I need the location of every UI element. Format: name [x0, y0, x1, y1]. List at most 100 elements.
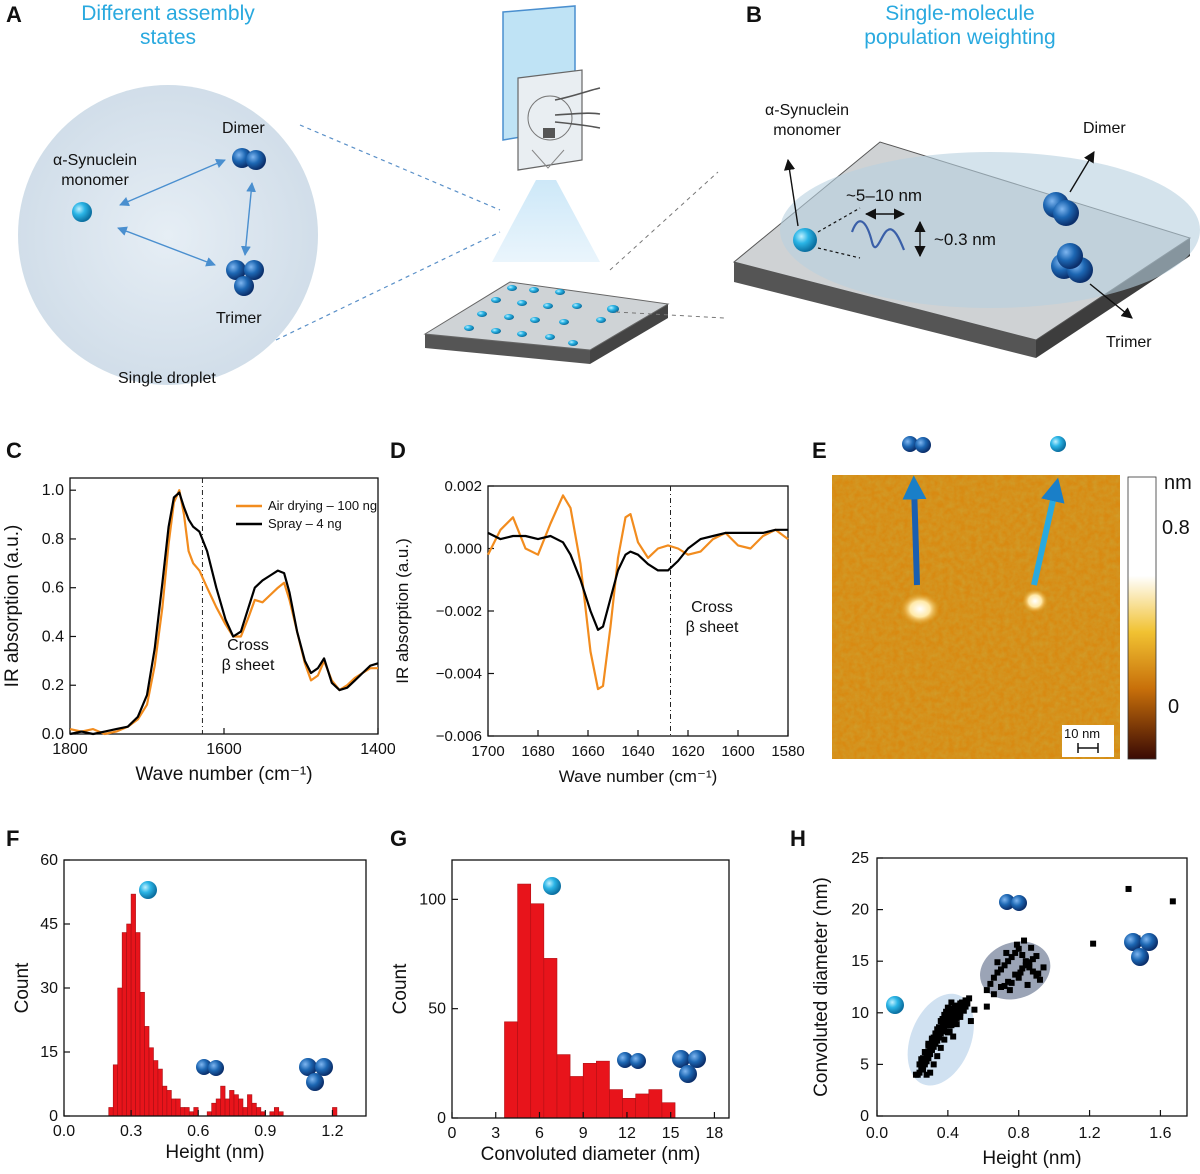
monomer-bead	[72, 202, 92, 222]
arrow-dimer-trimer	[240, 182, 257, 256]
panel-letter-f: F	[6, 826, 20, 851]
y-tick-label: 45	[40, 916, 58, 933]
scatter-point	[1003, 949, 1010, 956]
chart-c-annotation: Cross β sheet	[218, 636, 278, 676]
trimer-icon	[1140, 933, 1158, 951]
x-tick-label: 1620	[671, 743, 704, 760]
scatter-point	[950, 1033, 957, 1040]
scatter-point	[943, 1008, 950, 1015]
scatter-point	[1022, 962, 1029, 969]
arrow-monomer-dimer	[119, 158, 226, 207]
dimer-cluster-ellipse	[980, 941, 1051, 1000]
afm-monomer-icon	[1050, 436, 1066, 452]
scatter-point	[941, 1036, 948, 1043]
scatter-point	[964, 1000, 971, 1007]
chart-c: 1800 1600 1400 0.0 0.2 0.4 0.6 0.8 1.0 Wave numbe…	[2, 477, 395, 785]
scatter-point	[1029, 968, 1036, 975]
x-axis-label: Height (nm)	[982, 1148, 1081, 1169]
scatter-point	[925, 1040, 932, 1047]
scatter-point	[962, 1003, 969, 1010]
histogram-bar	[609, 1089, 623, 1119]
scatter-point	[967, 1018, 974, 1025]
panel-b-monomer-bead	[793, 228, 817, 252]
scatter-point	[939, 1024, 946, 1031]
panel-b-width-label: ~5–10 nm	[846, 186, 923, 205]
y-axis-label: Convoluted diameter (nm)	[811, 877, 832, 1097]
chart-h: 0.0 0.4 0.8 1.2 1.6 0 5 10 15 20 25 Height (nm) Conv…	[811, 850, 1188, 1169]
scatter-point	[1005, 978, 1012, 985]
x-tick-label: 1.6	[1149, 1125, 1171, 1142]
y-tick-label: 1.0	[42, 482, 64, 499]
scatter-point	[946, 1028, 953, 1035]
scalebar-label: 10 nm	[1064, 726, 1101, 741]
scatter-point	[990, 974, 997, 981]
scatter-point	[1001, 962, 1008, 969]
y-tick-label: 30	[40, 980, 58, 997]
scatter-point	[1013, 941, 1020, 948]
x-tick-label: 3	[491, 1125, 500, 1142]
panel-b-monomer-line2: monomer	[773, 122, 841, 139]
trimer-icon	[1124, 933, 1142, 951]
scatter-point	[1017, 969, 1024, 976]
scatter-point	[1169, 898, 1176, 905]
scatter-point	[953, 1021, 960, 1028]
legend-label: Spray – 4 ng	[268, 516, 342, 531]
zoom-line-lower	[615, 311, 725, 319]
panel-a-monomer-line2: monomer	[61, 172, 129, 189]
panel-b-trimer-beads	[1051, 243, 1093, 283]
histogram-bar	[648, 1089, 663, 1119]
chart-d: 1700 1680 1660 1640 1620 1600 1580 0.002 0.000 −0…	[393, 478, 805, 786]
dimer-icon	[617, 1052, 633, 1068]
y-tick-label: 0	[437, 1110, 446, 1127]
y-tick-label: −0.006	[436, 728, 482, 745]
histogram-bar	[517, 883, 532, 1119]
histogram-bar	[233, 1094, 239, 1117]
monomer-icon	[139, 881, 157, 899]
panel-a-monomer-line1: α-Synuclein	[53, 152, 137, 169]
y-tick-label: 5	[860, 1056, 869, 1073]
afm-arrow-dimer	[902, 475, 927, 586]
panel-letter-g: G	[390, 826, 408, 851]
x-tick-label: 6	[535, 1125, 544, 1142]
x-tick-label: 9	[579, 1125, 588, 1142]
y-tick-label: 0	[860, 1108, 869, 1125]
x-tick-label: 0.3	[120, 1123, 142, 1140]
histogram-bar	[121, 932, 127, 1117]
y-tick-label: 0.002	[444, 478, 482, 495]
scatter-point	[955, 1003, 962, 1010]
histogram-bar	[635, 1093, 650, 1119]
trimer-pointer	[1089, 283, 1133, 319]
histogram-bar	[622, 1098, 636, 1119]
scatter-point	[941, 1021, 948, 1028]
panel-letter-b: B	[746, 2, 762, 27]
histogram-bar	[171, 1098, 177, 1117]
scatter-point	[1021, 937, 1028, 944]
dimer-icon	[208, 1060, 224, 1076]
afm-arrow-monomer	[1031, 477, 1065, 586]
connector-lower	[275, 231, 501, 341]
scatter-point	[1028, 944, 1035, 951]
panel-b-height-label: ~0.3 nm	[934, 230, 996, 249]
colorbar	[1127, 476, 1157, 760]
scatter-point	[994, 959, 1001, 966]
scatter-point	[1090, 940, 1097, 947]
histogram-bar	[229, 1090, 235, 1117]
histogram-bar	[332, 1107, 338, 1117]
panel-b-monomer-label: α-Synuclein monomer	[742, 101, 872, 141]
dash-upper	[817, 207, 861, 233]
scatter-point	[1035, 970, 1042, 977]
x-tick-label: 0.6	[187, 1123, 209, 1140]
scatter-point	[960, 1007, 967, 1014]
connector-upper	[299, 124, 501, 211]
scatter-point	[928, 1045, 935, 1052]
colorbar-tick-low: 0	[1168, 696, 1180, 718]
y-tick-label: 25	[851, 850, 869, 867]
scatter-point	[951, 1002, 958, 1009]
scatter-point	[951, 1017, 958, 1024]
histogram-bar	[543, 958, 558, 1119]
histogram-bar	[157, 1068, 163, 1117]
histogram-bar	[220, 1085, 226, 1117]
x-tick-label: 1660	[571, 743, 604, 760]
histogram-bar	[175, 1098, 181, 1117]
histogram-bar	[135, 932, 141, 1117]
